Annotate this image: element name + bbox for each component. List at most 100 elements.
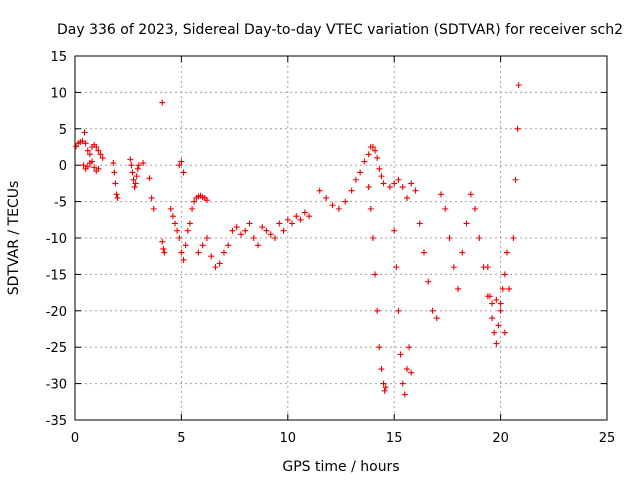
data-point	[403, 366, 410, 373]
data-point	[246, 220, 253, 227]
series-segment-6-11h	[195, 209, 313, 271]
data-point	[391, 227, 398, 234]
data-point	[280, 227, 287, 234]
data-point	[503, 249, 510, 256]
data-point	[97, 151, 104, 158]
data-point	[406, 344, 413, 351]
data-point	[114, 194, 121, 201]
data-point	[89, 158, 96, 165]
data-point	[416, 220, 423, 227]
data-point	[380, 180, 387, 187]
series-isolated	[159, 99, 166, 106]
data-point	[433, 315, 440, 322]
data-point	[382, 384, 389, 391]
data-point	[467, 191, 474, 198]
data-point	[150, 205, 157, 212]
data-point	[491, 329, 498, 336]
data-point	[82, 140, 89, 147]
data-point	[289, 220, 296, 227]
data-point	[178, 158, 185, 165]
data-point	[329, 202, 336, 209]
data-point	[455, 285, 462, 292]
data-point	[442, 205, 449, 212]
y-axis-label: SDTVAR / TECUs	[6, 181, 22, 296]
data-point	[180, 256, 187, 263]
data-point	[372, 147, 379, 154]
data-point	[203, 197, 210, 204]
data-point	[272, 235, 279, 241]
data-point	[208, 253, 215, 260]
x-tick-label: 25	[599, 431, 616, 446]
data-point	[367, 205, 374, 212]
data-point	[361, 158, 368, 165]
data-point	[237, 231, 244, 238]
data-point	[95, 165, 102, 172]
data-point	[80, 162, 87, 169]
y-tick-label: 10	[50, 86, 67, 101]
data-point	[174, 227, 181, 234]
data-point	[86, 151, 93, 158]
data-point	[242, 227, 249, 234]
data-point	[429, 307, 436, 314]
series-dip-15h	[391, 227, 415, 398]
data-point	[420, 249, 427, 256]
data-point	[493, 340, 500, 347]
data-point	[506, 285, 513, 292]
data-point	[133, 173, 140, 180]
data-point	[189, 205, 196, 212]
series-segment-17-21h	[438, 82, 522, 336]
data-point	[425, 278, 432, 285]
data-point	[374, 154, 381, 161]
data-point	[495, 322, 502, 329]
data-point	[459, 249, 466, 256]
series-cluster-2h	[110, 156, 157, 212]
data-point	[113, 191, 120, 198]
data-point	[229, 227, 236, 234]
data-point	[342, 198, 349, 205]
y-tick-label: -20	[46, 305, 67, 320]
data-point	[486, 293, 493, 300]
series-segment-14-17h	[386, 176, 440, 322]
data-point	[212, 264, 219, 271]
data-point	[369, 144, 376, 150]
data-series	[73, 82, 522, 398]
data-point	[306, 213, 313, 220]
data-point	[169, 213, 176, 220]
data-point	[195, 249, 202, 256]
data-point	[184, 227, 191, 234]
data-point	[399, 184, 406, 191]
data-point	[489, 300, 496, 307]
y-tick-label: -35	[46, 414, 67, 429]
data-point	[146, 175, 153, 182]
data-point	[159, 238, 166, 245]
data-point	[167, 205, 174, 212]
x-tick-label: 10	[280, 431, 297, 446]
data-point	[130, 176, 137, 183]
data-point	[510, 235, 517, 241]
data-point	[395, 307, 402, 314]
data-point	[161, 249, 168, 256]
data-point	[293, 213, 300, 220]
data-point	[84, 163, 91, 170]
data-point	[191, 198, 198, 205]
data-point	[463, 220, 470, 227]
data-point	[93, 144, 100, 150]
data-point	[172, 220, 179, 227]
data-point	[81, 129, 88, 136]
data-point	[127, 156, 134, 163]
y-tick-label: -30	[46, 378, 67, 393]
data-point	[380, 380, 387, 387]
x-tick-label: 15	[386, 431, 403, 446]
data-point	[160, 245, 167, 252]
data-point	[263, 227, 270, 234]
data-point	[159, 99, 166, 106]
chart-title: Day 336 of 2023, Sidereal Day-to-day VTE…	[57, 22, 623, 38]
data-point	[357, 169, 364, 176]
data-point	[186, 220, 193, 227]
data-point	[403, 194, 410, 201]
data-point	[135, 162, 142, 169]
data-point	[220, 249, 227, 256]
data-point	[369, 235, 376, 241]
y-tick-label: -15	[46, 268, 67, 283]
data-point	[91, 164, 98, 171]
